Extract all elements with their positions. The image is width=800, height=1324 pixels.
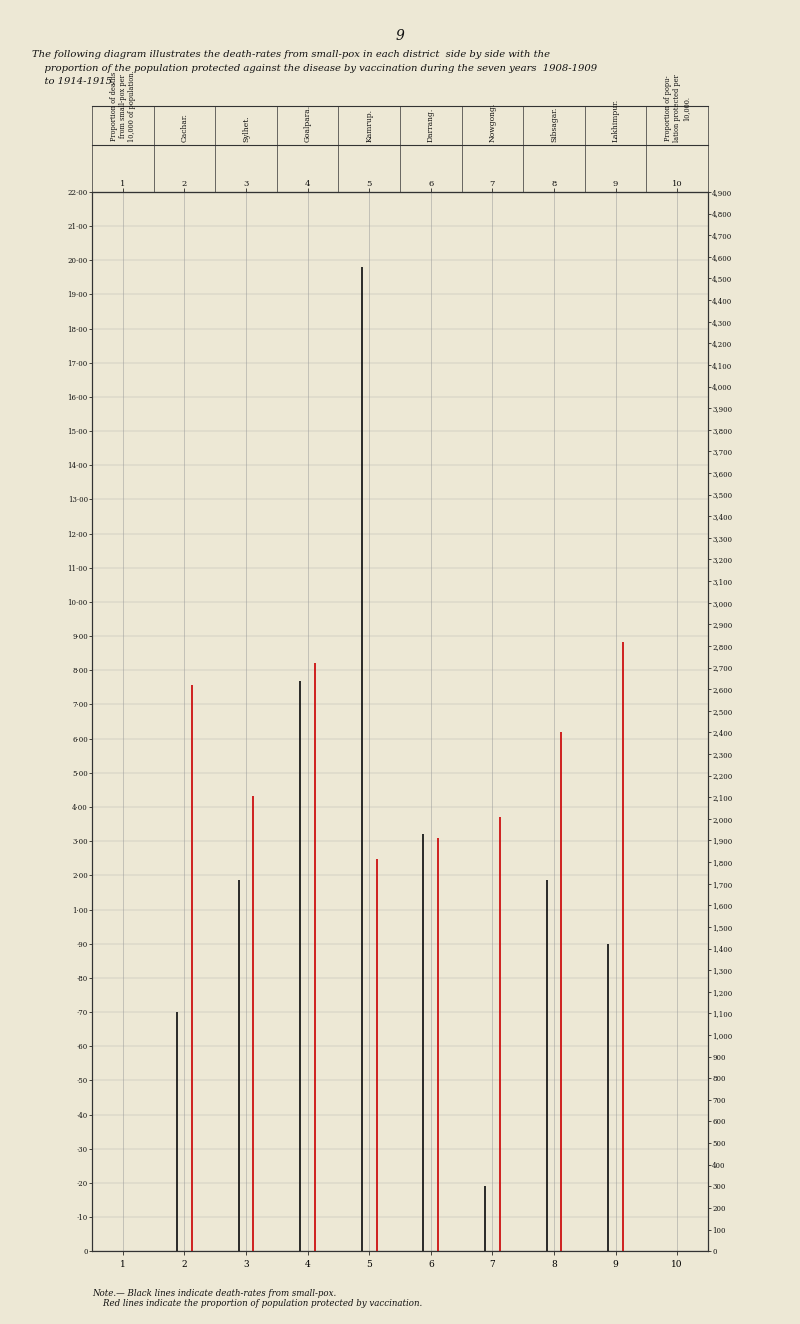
Text: Nowgong.: Nowgong. (488, 103, 496, 142)
Text: 8: 8 (551, 180, 557, 188)
Text: 4: 4 (305, 180, 310, 188)
Text: Lakhimpur.: Lakhimpur. (612, 99, 620, 142)
Text: Darrang.: Darrang. (427, 107, 435, 142)
Text: Note.— Black lines indicate death-rates from small-pox.
    Red lines indicate t: Note.— Black lines indicate death-rates … (92, 1288, 422, 1308)
Text: 7: 7 (490, 180, 495, 188)
Text: proportion of the population protected against the disease by vaccination during: proportion of the population protected a… (32, 64, 597, 73)
Text: 10: 10 (672, 180, 682, 188)
Text: Sylhet.: Sylhet. (242, 115, 250, 142)
Text: Kamrup.: Kamrup. (365, 109, 373, 142)
Text: 6: 6 (428, 180, 434, 188)
Text: Cachar.: Cachar. (180, 113, 189, 142)
Text: The following diagram illustrates the death-rates from small-pox in each distric: The following diagram illustrates the de… (32, 50, 550, 60)
Text: 9: 9 (395, 29, 405, 44)
Text: 1: 1 (120, 180, 126, 188)
Text: Sibsagar.: Sibsagar. (550, 107, 558, 142)
Text: 2: 2 (182, 180, 187, 188)
Text: to 1914-1915.: to 1914-1915. (32, 77, 115, 86)
Text: Proportion of deaths
from small-pox per
10,000 of population.: Proportion of deaths from small-pox per … (110, 70, 136, 142)
Text: 3: 3 (243, 180, 249, 188)
Text: Proportion of popu-
lation protected per
10,000.: Proportion of popu- lation protected per… (664, 74, 690, 142)
Text: 9: 9 (613, 180, 618, 188)
Text: 5: 5 (366, 180, 372, 188)
Text: Goalpara.: Goalpara. (304, 105, 312, 142)
